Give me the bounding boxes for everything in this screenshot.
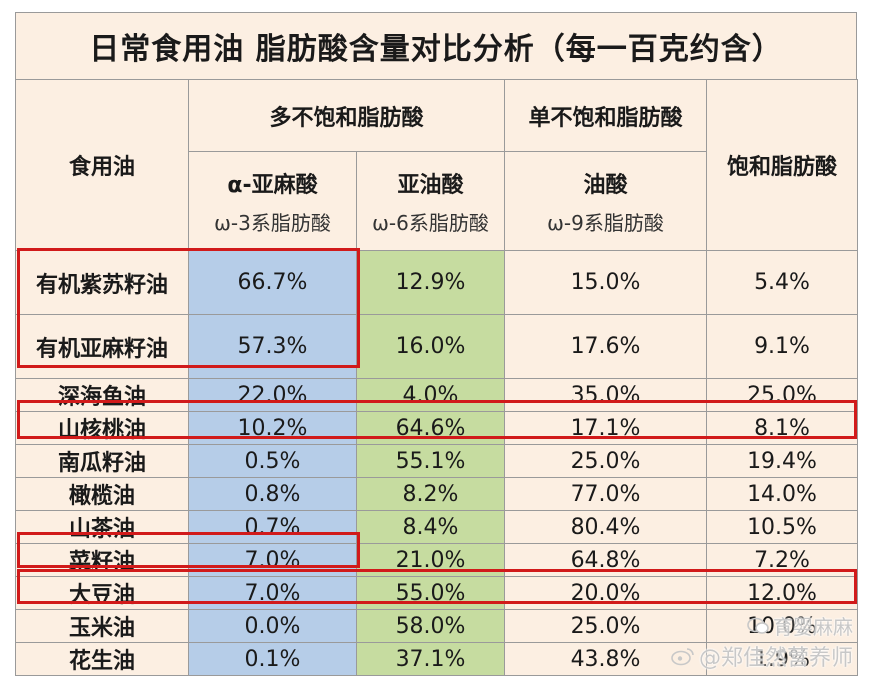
watermark-weibo: @郑佳然营养师 [671, 640, 853, 672]
alpha-value: 0.1% [188, 642, 357, 676]
header-oleic-label: 油酸 [583, 172, 628, 198]
header-monounsaturated: 单不饱和脂肪酸 [504, 79, 708, 152]
alpha-value: 0.7% [188, 510, 357, 544]
linoleic-value: 12.9% [355, 250, 506, 315]
watermark-line1: 育婴麻麻 [773, 614, 853, 639]
saturated-value: 1.9% [706, 642, 859, 676]
table-row: 大豆油 7.0% 55.0% 20.0% 12.0% [15, 576, 859, 610]
saturated-value: 5.4% [706, 250, 859, 315]
oil-name: 南瓜籽油 [15, 444, 189, 478]
header-alpha-label: α-亚麻酸 [227, 172, 318, 198]
oleic-value: 35.0% [504, 378, 708, 412]
linoleic-value: 55.1% [355, 444, 506, 478]
table-row: 菜籽油 7.0% 21.0% 64.8% 7.2% [15, 543, 859, 577]
linoleic-value: 21.0% [355, 543, 506, 577]
alpha-value: 0.0% [188, 609, 357, 643]
table-row: 有机紫苏籽油 66.7% 12.9% 15.0% 5.4% [15, 250, 859, 315]
linoleic-value: 64.6% [355, 411, 506, 445]
linoleic-value: 8.2% [355, 477, 506, 511]
oleic-value: 77.0% [504, 477, 708, 511]
saturated-value: 19.4% [706, 444, 859, 478]
table-row: 深海鱼油 22.0% 4.0% 35.0% 25.0% [15, 378, 859, 412]
table-row: 花生油 0.1% 37.1% 43.8% 1.9% [15, 642, 859, 676]
oleic-value: 15.0% [504, 250, 708, 315]
saturated-value: 9.1% [706, 314, 859, 379]
table-row: 山核桃油 10.2% 64.6% 17.1% 8.1% [15, 411, 859, 445]
alpha-value: 66.7% [188, 250, 357, 315]
linoleic-value: 4.0% [355, 378, 506, 412]
oleic-value: 80.4% [504, 510, 708, 544]
saturated-value: 7.2% [706, 543, 859, 577]
linoleic-value: 8.4% [355, 510, 506, 544]
fatty-acid-table-sheet: 日常食用油 脂肪酸含量对比分析（每一百克约含） 食用油 多不饱和脂肪酸 单不饱和… [15, 12, 859, 676]
oleic-value: 25.0% [504, 444, 708, 478]
table-row: 山茶油 0.7% 8.4% 80.4% 10.5% [15, 510, 859, 544]
oil-name: 有机亚麻籽油 [15, 314, 189, 379]
saturated-value: 14.0% [706, 477, 859, 511]
saturated-value: 12.0% [706, 576, 859, 610]
oil-name: 有机紫苏籽油 [15, 250, 189, 315]
alpha-value: 10.2% [188, 411, 357, 445]
alpha-value: 57.3% [188, 314, 357, 379]
header-polyunsaturated: 多不饱和脂肪酸 [187, 79, 506, 152]
alpha-value: 7.0% [188, 543, 357, 577]
header-oil: 食用油 [15, 79, 189, 251]
header-oleic-sub: ω-9系脂肪酸 [547, 210, 664, 235]
watermark-channel: 育婴麻麻 [671, 611, 853, 641]
weibo-icon [671, 646, 695, 672]
saturated-value: 25.0% [706, 378, 859, 412]
alpha-value: 0.8% [188, 477, 357, 511]
header-oleic: 油酸 ω-9系脂肪酸 [504, 151, 708, 251]
oleic-value: 43.8% [504, 642, 708, 676]
header-saturated: 饱和脂肪酸 [706, 79, 859, 251]
header-alpha-sub: ω-3系脂肪酸 [214, 210, 331, 235]
alpha-value: 0.5% [188, 444, 357, 478]
alpha-value: 22.0% [188, 378, 357, 412]
header-linoleic-sub: ω-6系脂肪酸 [372, 210, 489, 235]
header-alpha-linolenic: α-亚麻酸 ω-3系脂肪酸 [188, 151, 357, 251]
watermark-line2: @郑佳然营养师 [698, 646, 853, 671]
oil-name: 玉米油 [15, 609, 189, 643]
table-row: 有机亚麻籽油 57.3% 16.0% 17.6% 9.1% [15, 314, 859, 379]
watermark: 育婴麻麻 @郑佳然营养师 [671, 611, 853, 673]
saturated-value: 10.5% [706, 510, 859, 544]
oil-name: 深海鱼油 [15, 378, 189, 412]
linoleic-value: 55.0% [355, 576, 506, 610]
fatty-acid-table: 食用油 多不饱和脂肪酸 单不饱和脂肪酸 饱和脂肪酸 α-亚麻酸 ω-3系脂肪酸 … [15, 79, 859, 676]
oil-name: 山核桃油 [15, 411, 189, 445]
oleic-value: 17.1% [504, 411, 708, 445]
oil-name: 橄榄油 [15, 477, 189, 511]
header-linoleic-label: 亚油酸 [397, 172, 464, 198]
alpha-value: 7.0% [188, 576, 357, 610]
linoleic-value: 16.0% [355, 314, 506, 379]
oleic-value: 20.0% [504, 576, 708, 610]
saturated-value: 8.1% [706, 411, 859, 445]
oil-name: 大豆油 [15, 576, 189, 610]
table-row: 橄榄油 0.8% 8.2% 77.0% 14.0% [15, 477, 859, 511]
linoleic-value: 58.0% [355, 609, 506, 643]
table-row: 南瓜籽油 0.5% 55.1% 25.0% 19.4% [15, 444, 859, 478]
page-title: 日常食用油 脂肪酸含量对比分析（每一百克约含） [15, 12, 857, 80]
header-linoleic: 亚油酸 ω-6系脂肪酸 [355, 151, 506, 251]
oleic-value: 64.8% [504, 543, 708, 577]
linoleic-value: 37.1% [355, 642, 506, 676]
oil-name: 菜籽油 [15, 543, 189, 577]
oil-name: 山茶油 [15, 510, 189, 544]
saturated-value: 10.0% [706, 609, 859, 643]
oil-name: 花生油 [15, 642, 189, 676]
oleic-value: 17.6% [504, 314, 708, 379]
chat-bubble-icon [747, 616, 769, 640]
